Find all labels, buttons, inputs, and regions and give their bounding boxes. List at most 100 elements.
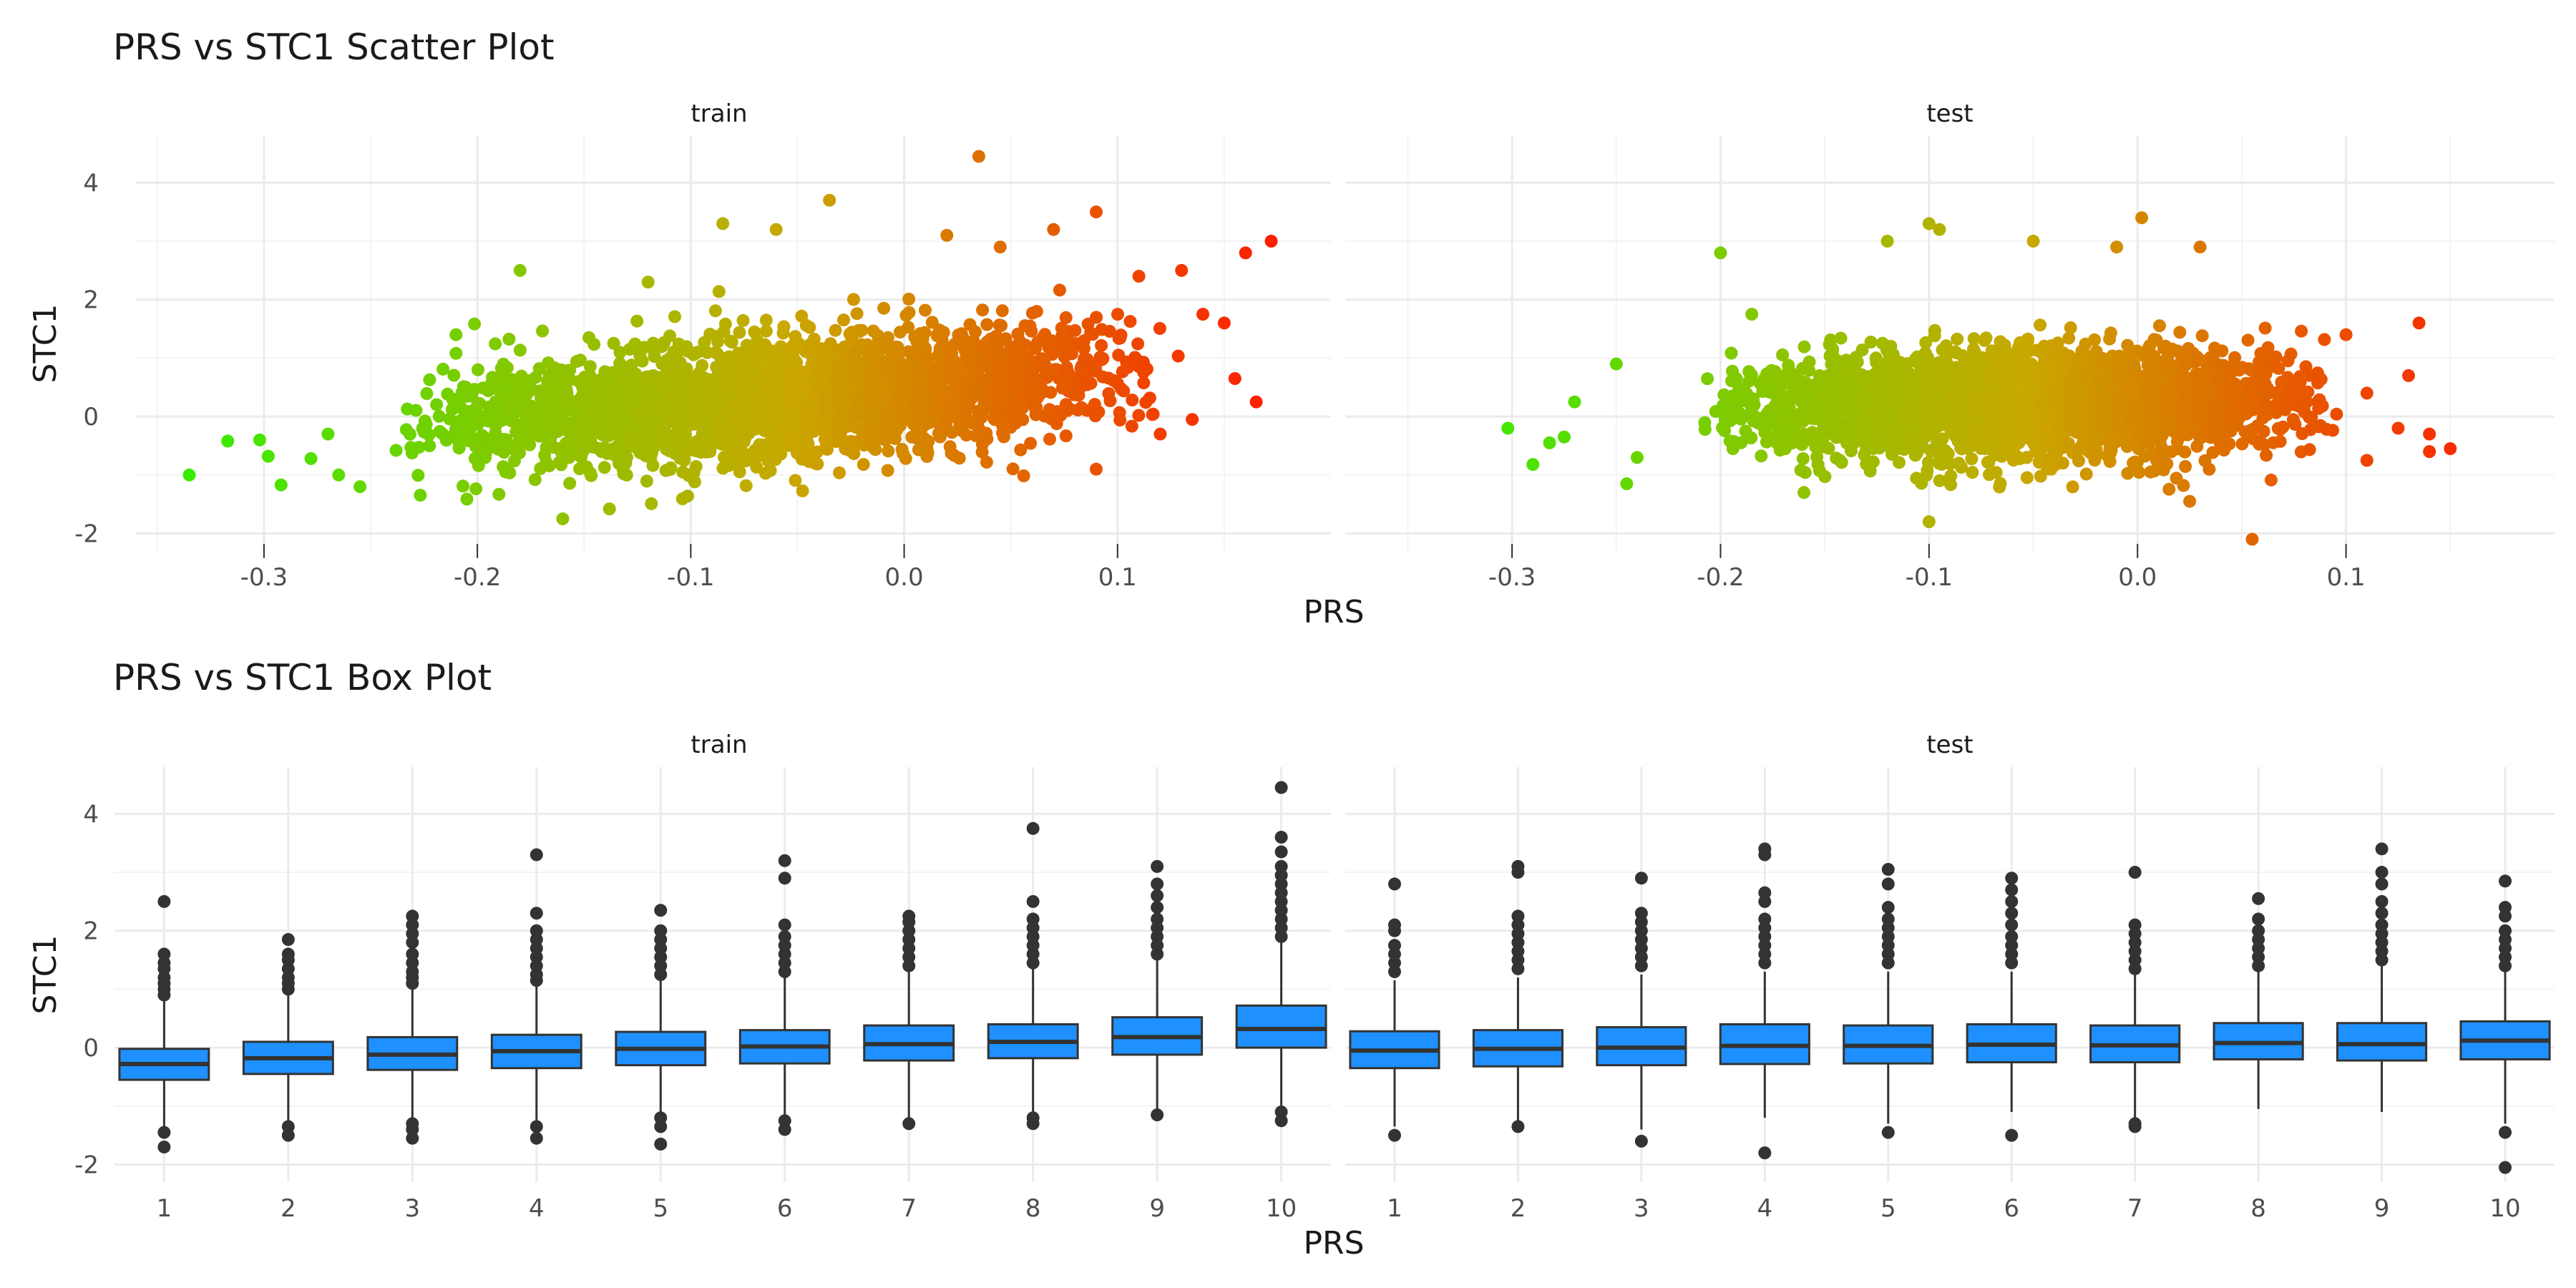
scatter-point (597, 461, 611, 474)
scatter-point (1810, 450, 1824, 464)
scatter-point (1772, 388, 1786, 401)
scatter-point (1095, 338, 1108, 352)
scatter-point (2121, 467, 2135, 480)
scatter-point (933, 323, 946, 337)
scatter-point (261, 449, 275, 463)
scatter-point (808, 354, 821, 368)
scatter-point (735, 350, 748, 364)
scatter-point (829, 435, 843, 449)
scatter-point (624, 389, 638, 403)
scatter-point (436, 362, 450, 376)
scatter-point (1038, 358, 1052, 371)
scatter-point (1910, 472, 1923, 485)
scatter-point (720, 362, 733, 376)
scatter-point (625, 358, 638, 372)
scatter-point (1047, 223, 1060, 236)
scatter-point (1050, 405, 1064, 419)
scatter-strip-train: train (691, 99, 747, 128)
scatter-point (2272, 385, 2285, 399)
scatter-point (601, 378, 615, 391)
scatter-point (2054, 439, 2068, 452)
scatter-point (1818, 470, 1832, 484)
scatter-point (726, 437, 739, 451)
scatter-point (856, 409, 869, 422)
scatter-point (797, 366, 811, 379)
scatter-point (2104, 326, 2117, 340)
scatter-point (659, 370, 673, 383)
scatter-point (997, 415, 1011, 428)
scatter-point (635, 445, 648, 459)
scatter-point (987, 333, 1000, 347)
scatter-point (423, 439, 436, 452)
scatter-point (987, 346, 1000, 359)
scatter-point (1228, 372, 1241, 386)
scatter-point (980, 318, 994, 331)
scatter-point (460, 492, 474, 506)
scatter-point (2293, 370, 2307, 384)
scatter-point (750, 460, 763, 474)
scatter-point (1096, 352, 1110, 365)
scatter-point (1955, 461, 1968, 474)
scatter-point (2138, 449, 2152, 463)
scatter-point (602, 390, 615, 404)
scatter-point (1848, 364, 1862, 376)
scatter-point (304, 452, 318, 465)
scatter-point (1137, 366, 1151, 379)
scatter-point (2264, 473, 2278, 487)
scatter-point (1810, 430, 1824, 444)
scatter-point (513, 263, 527, 277)
scatter-point (945, 447, 958, 460)
scatter-point (1004, 341, 1018, 353)
scatter-point (933, 361, 947, 375)
scatter-point (574, 353, 587, 367)
scatter-point (1709, 405, 1722, 418)
scatter-point (925, 379, 939, 392)
scatter-point (769, 223, 783, 236)
scatter-point (635, 354, 649, 368)
scatter-point (1733, 406, 1747, 420)
scatter-point (399, 423, 413, 436)
scatter-point (2021, 420, 2035, 434)
scatter-point (652, 434, 665, 448)
scatter-point (457, 479, 469, 493)
scatter-point (588, 406, 602, 420)
scatter-point (414, 489, 427, 502)
scatter-point (745, 345, 758, 358)
scatter-point (870, 374, 884, 387)
scatter-point (2223, 437, 2236, 451)
scatter-point (1081, 317, 1095, 331)
scatter-point (969, 429, 982, 442)
scatter-point (432, 409, 446, 423)
scatter-point (714, 415, 728, 429)
scatter-point (1755, 449, 1768, 463)
scatter-point (1123, 315, 1137, 328)
scatter-point (1966, 466, 1979, 479)
scatter-point (2311, 376, 2325, 390)
scatter-point (1019, 338, 1033, 352)
scatter-point (862, 436, 875, 449)
scatter-point (952, 365, 965, 379)
scatter-point (1875, 432, 1888, 446)
scatter-point (409, 404, 423, 417)
scatter-point (2014, 336, 2026, 349)
scatter-point (935, 379, 948, 393)
scatter-point (1186, 413, 1199, 426)
scatter-point (1751, 416, 1765, 429)
scatter-point (1075, 340, 1089, 353)
scatter-point (1727, 435, 1741, 448)
scatter-point (2286, 413, 2300, 426)
scatter-point (389, 444, 403, 457)
scatter-point (1059, 429, 1073, 443)
scatter-point (353, 480, 367, 494)
scatter-point (449, 346, 463, 360)
scatter-point (2208, 341, 2221, 355)
scatter-point (2295, 324, 2308, 338)
scatter-point (489, 337, 502, 351)
scatter-point (697, 443, 711, 457)
scatter-point (699, 408, 713, 421)
scatter-point (640, 474, 653, 488)
scatter-point (1038, 328, 1052, 341)
scatter-point (2206, 446, 2220, 459)
scatter-point (733, 326, 746, 339)
scatter-point (867, 324, 880, 338)
